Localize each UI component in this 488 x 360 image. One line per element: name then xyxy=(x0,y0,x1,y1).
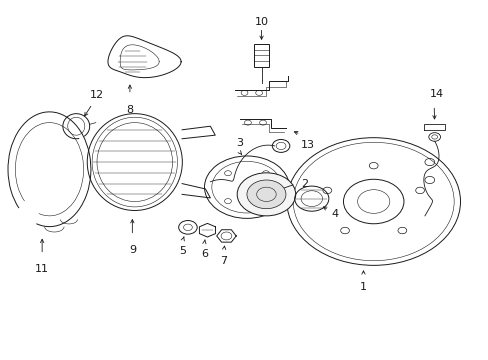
Text: 4: 4 xyxy=(330,209,338,219)
Text: 13: 13 xyxy=(300,140,314,150)
Text: 11: 11 xyxy=(35,264,49,274)
Text: 14: 14 xyxy=(429,89,443,99)
Text: 2: 2 xyxy=(301,179,308,189)
Text: 12: 12 xyxy=(90,90,104,100)
Text: 3: 3 xyxy=(236,138,243,148)
Bar xyxy=(253,44,269,67)
Text: 6: 6 xyxy=(201,249,207,259)
Text: 5: 5 xyxy=(179,246,186,256)
Text: 7: 7 xyxy=(220,256,227,266)
Text: 9: 9 xyxy=(128,244,136,255)
Text: 10: 10 xyxy=(254,17,268,27)
Circle shape xyxy=(237,173,295,216)
Text: 1: 1 xyxy=(359,282,366,292)
Text: 8: 8 xyxy=(126,105,133,115)
Circle shape xyxy=(246,180,285,209)
